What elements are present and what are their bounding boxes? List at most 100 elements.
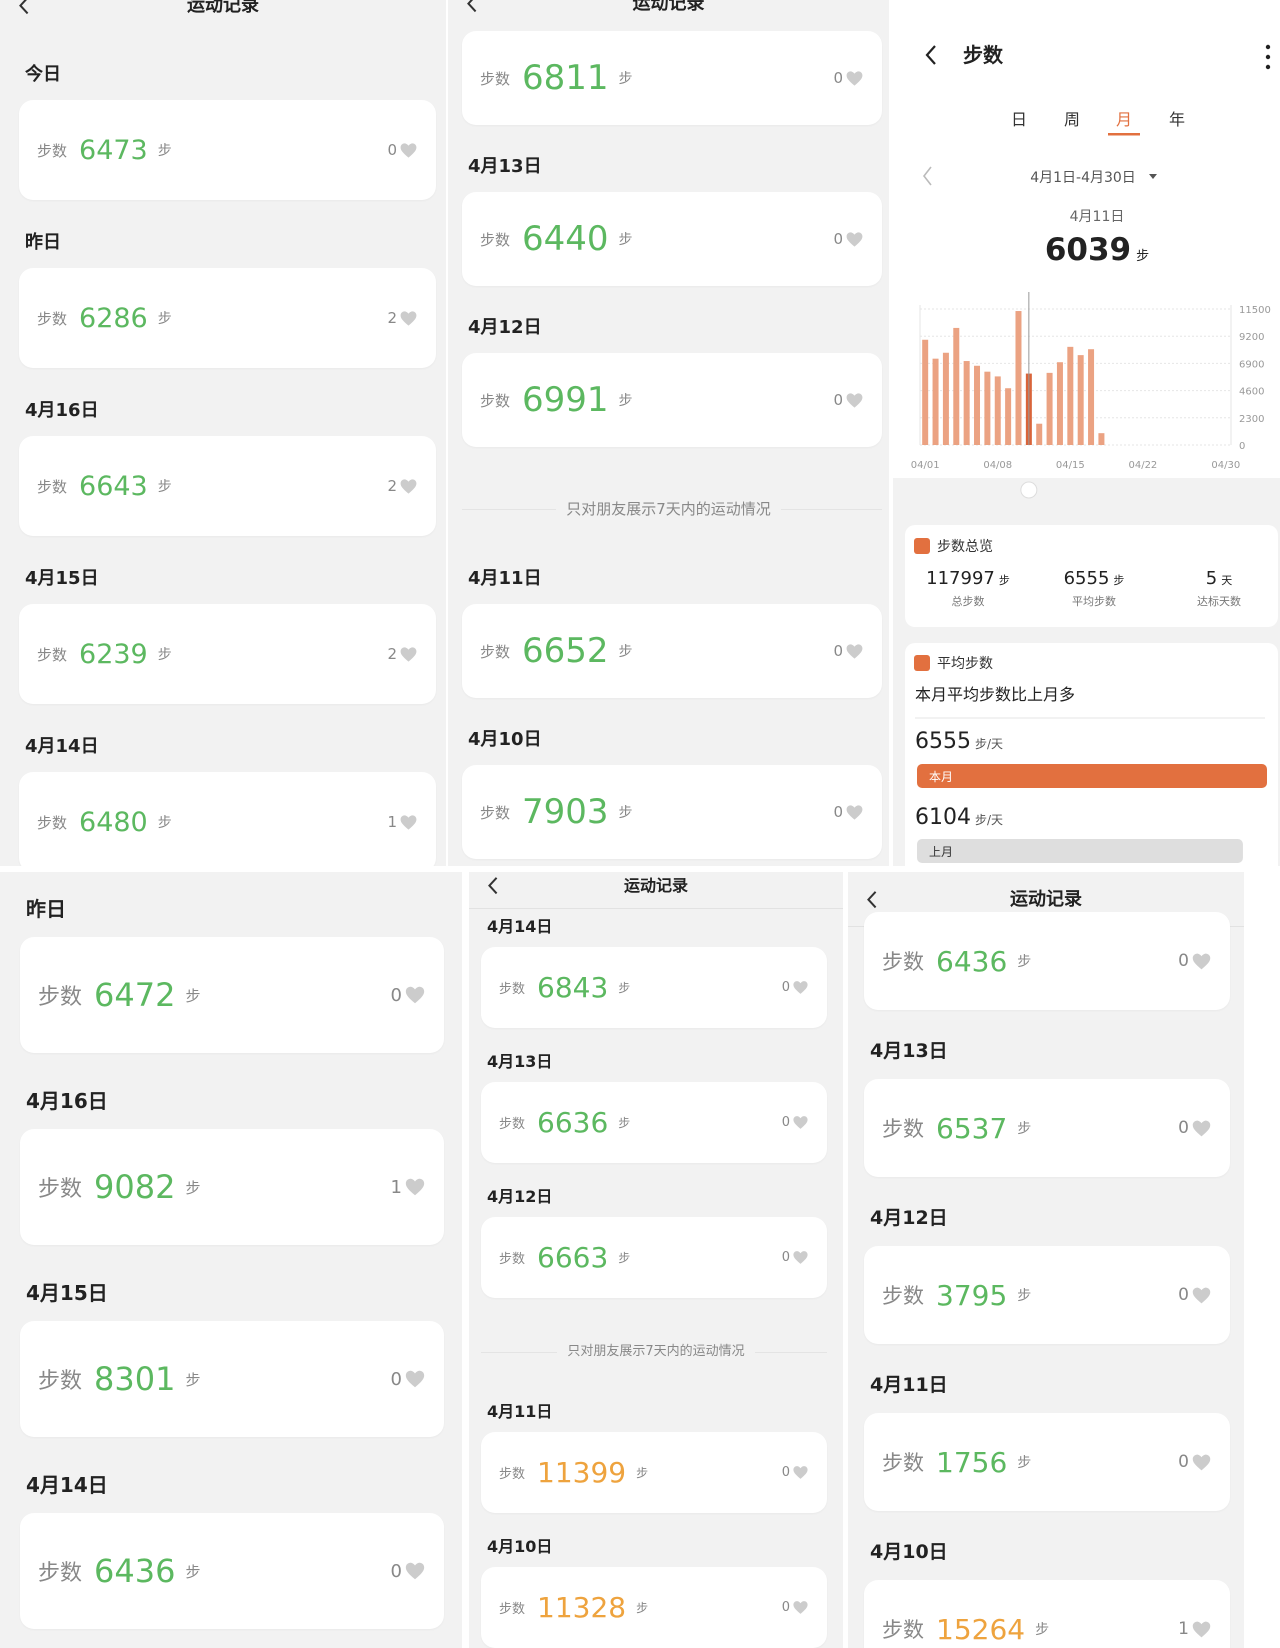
like-button[interactable] <box>845 391 864 410</box>
like-button[interactable] <box>399 309 418 328</box>
y-tick-label: 11500 <box>1239 305 1271 316</box>
date-label: 昨日 <box>26 897 66 921</box>
back-icon[interactable] <box>466 0 478 14</box>
step-count: 6663 <box>537 1241 609 1274</box>
heart-icon <box>405 986 425 1004</box>
average-bar-label: 上月 <box>929 845 953 859</box>
average-bar <box>917 764 1267 788</box>
average-bar <box>917 839 1243 863</box>
step-unit: 步 <box>185 1370 201 1389</box>
record-panel: 运动记录 步数 6436 步 0 4月13日 步数 6537 步 0 4月12日 步数 3795 步 0 4月… <box>848 872 1244 1648</box>
step-label: 步数 <box>480 391 511 410</box>
bar <box>1098 433 1105 445</box>
heart-icon <box>846 231 863 247</box>
prev-range[interactable] <box>922 166 932 186</box>
back-icon[interactable] <box>925 45 936 65</box>
step-unit: 步 <box>1017 954 1032 970</box>
like-button[interactable] <box>1191 1285 1212 1306</box>
step-label: 步数 <box>480 230 511 249</box>
like-count: 0 <box>1178 951 1189 971</box>
heart-icon <box>400 814 417 830</box>
like-button[interactable] <box>845 803 864 822</box>
step-unit: 步 <box>618 1116 631 1130</box>
step-card: 步数 6843 步 0 <box>481 947 827 1028</box>
heart-icon <box>400 646 417 662</box>
like-button[interactable] <box>404 1560 426 1582</box>
period-tab[interactable]: 年 <box>1169 110 1185 129</box>
like-button[interactable] <box>399 813 418 832</box>
like-button[interactable] <box>399 645 418 664</box>
step-unit: 步 <box>157 311 172 327</box>
step-unit: 步 <box>618 981 631 995</box>
like-count: 0 <box>833 642 843 660</box>
page-title: 步数 <box>963 43 1004 67</box>
chevron <box>867 891 877 909</box>
step-label: 步数 <box>480 69 511 88</box>
date-label: 4月12日 <box>870 1207 948 1229</box>
back-icon[interactable] <box>866 890 878 909</box>
selection-handle[interactable] <box>1020 481 1038 499</box>
step-count: 6636 <box>537 1106 609 1139</box>
like-count: 0 <box>387 141 397 159</box>
like-button[interactable] <box>792 979 809 996</box>
like-button[interactable] <box>792 1599 809 1616</box>
period-tab[interactable]: 月 <box>1116 110 1132 129</box>
like-button[interactable] <box>1191 1118 1212 1139</box>
like-button[interactable] <box>792 1249 809 1266</box>
like-button[interactable] <box>845 642 864 661</box>
bar <box>1067 346 1074 445</box>
like-count: 0 <box>781 1465 790 1480</box>
step-count: 6537 <box>936 1111 1008 1145</box>
period-tab[interactable]: 周 <box>1064 110 1080 129</box>
like-count: 0 <box>781 980 790 995</box>
period-tab[interactable]: 日 <box>1011 110 1027 129</box>
date-label: 今日 <box>25 64 61 85</box>
range-dropdown <box>1149 174 1157 179</box>
like-button[interactable] <box>1191 951 1212 972</box>
date-label: 4月16日 <box>26 1089 108 1113</box>
heart-icon <box>1192 953 1211 969</box>
like-count: 0 <box>1178 1452 1189 1472</box>
overview-number: 5 <box>1206 568 1217 589</box>
page-title: 运动记录 <box>632 0 705 14</box>
overview-unit: 步 <box>999 574 1010 587</box>
heart-icon <box>793 1116 808 1129</box>
like-button[interactable] <box>399 477 418 496</box>
bar <box>1005 388 1012 445</box>
step-card: 步数 6480 步 1 <box>19 772 436 866</box>
like-button[interactable] <box>792 1464 809 1481</box>
step-card: 步数 6436 步 0 <box>864 912 1230 1010</box>
step-label: 步数 <box>38 1561 83 1586</box>
friends-note-text: 只对朋友展示7天内的运动情况 <box>557 1342 755 1362</box>
step-unit: 步 <box>185 986 201 1005</box>
step-label: 步数 <box>38 1177 83 1202</box>
like-button[interactable] <box>399 141 418 160</box>
heart-icon <box>793 1251 808 1264</box>
like-button[interactable] <box>792 1114 809 1131</box>
step-label: 步数 <box>37 813 68 832</box>
bar <box>984 371 991 445</box>
like-button[interactable] <box>404 1368 426 1390</box>
like-button[interactable] <box>404 1176 426 1198</box>
overview-label: 达标天数 <box>1197 594 1241 608</box>
bar <box>922 339 929 445</box>
step-unit: 步 <box>157 815 172 831</box>
y-tick-label: 9200 <box>1239 332 1264 343</box>
step-card: 步数 11399 步 0 <box>481 1432 827 1513</box>
step-count: 6286 <box>79 302 148 334</box>
like-button[interactable] <box>404 984 426 1006</box>
like-button[interactable] <box>845 69 864 88</box>
like-button[interactable] <box>1191 1619 1212 1640</box>
back-icon[interactable] <box>18 0 30 16</box>
x-tick-label: 04/22 <box>1128 460 1157 471</box>
bar <box>1056 362 1063 445</box>
friends-note: 只对朋友展示7天内的运动情况 <box>448 499 889 519</box>
heart-icon <box>793 1466 808 1479</box>
step-unit: 步 <box>185 1178 201 1197</box>
heart-icon <box>400 478 417 494</box>
like-button[interactable] <box>1191 1452 1212 1473</box>
back-icon[interactable] <box>487 876 499 895</box>
heart-icon <box>846 392 863 408</box>
like-button[interactable] <box>845 230 864 249</box>
